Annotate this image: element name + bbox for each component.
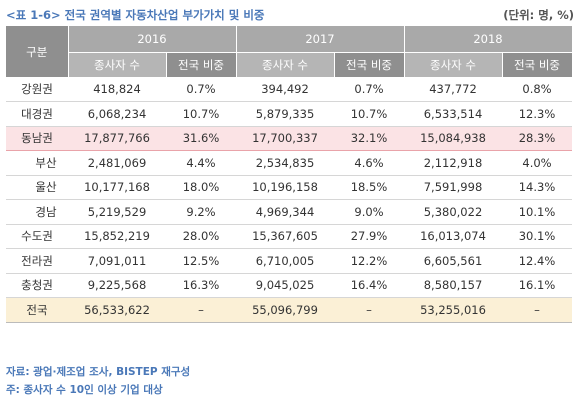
table-row: 충청권 9,225,568 16.3% 9,045,025 16.4% 8,58… [6,273,572,298]
cell-share-2016: 9.2% [166,199,236,225]
row-region: 동남권 [6,125,68,151]
cell-share-2018: 16.1% [502,273,572,298]
header-row-years: 구분 2016 2017 2018 [6,26,573,77]
table-title: <표 1-6> 전국 권역별 자동차산업 부가가치 및 비중 [6,8,265,22]
cell-count-2016: 7,091,011 [68,248,166,274]
cell-count-2018: 16,013,074 [404,224,502,249]
cell-share-2018: 12.4% [502,248,572,274]
cell-count-2017: 5,879,335 [236,101,334,127]
cell-count-2018: 7,591,998 [404,175,502,200]
row-region: 전라권 [6,248,68,274]
cell-count-2016: 15,852,219 [68,224,166,249]
year-header-2017: 2017 [236,26,405,53]
table-row-subregion: 울산 10,177,168 18.0% 10,196,158 18.5% 7,5… [6,175,572,200]
source-note: 자료: 광업·제조업 조사, BISTEP 재구성 [6,366,191,378]
cell-share-2017: 4.6% [334,150,404,176]
table-row-subregion: 경남 5,219,529 9.2% 4,969,344 9.0% 5,380,0… [6,199,572,225]
row-region: 강원권 [6,77,68,102]
cell-share-2018: 4.0% [502,150,572,176]
cell-share-2016: 0.7% [166,77,236,102]
row-region: 대경권 [6,101,68,127]
cell-share-2017: 0.7% [334,77,404,102]
cell-count-2016: 10,177,168 [68,175,166,200]
row-subregion: 울산 [6,175,68,200]
subheader-count: 종사자 수 [236,52,335,77]
cell-count-2017: 6,710,005 [236,248,334,274]
cell-count-2016: 418,824 [68,77,166,102]
cell-share-2016: 12.5% [166,248,236,274]
cell-count-2016: 17,877,766 [68,125,166,151]
table-row-total: 전국 56,533,622 – 55,096,799 – 53,255,016 … [6,297,572,323]
cell-share-2017: – [334,297,404,323]
cell-share-2016: 10.7% [166,101,236,127]
table-row: 수도권 15,852,219 28.0% 15,367,605 27.9% 16… [6,224,572,249]
cell-share-2018: 14.3% [502,175,572,200]
cell-share-2018: 10.1% [502,199,572,225]
cell-share-2018: 30.1% [502,224,572,249]
cell-count-2018: 53,255,016 [404,297,502,323]
cell-share-2016: 31.6% [166,125,236,151]
cell-count-2016: 2,481,069 [68,150,166,176]
cell-count-2016: 56,533,622 [68,297,166,323]
cell-share-2017: 18.5% [334,175,404,200]
cell-count-2018: 6,533,514 [404,101,502,127]
cell-count-2018: 15,084,938 [404,125,502,151]
data-table: 구분 2016 2017 2018 종사자 수 전국 비중 종사자 수 전국 비… [6,26,573,323]
row-region: 충청권 [6,273,68,298]
cell-share-2017: 9.0% [334,199,404,225]
cell-share-2017: 32.1% [334,125,404,151]
cell-share-2018: 12.3% [502,101,572,127]
cell-count-2017: 10,196,158 [236,175,334,200]
cell-count-2018: 8,580,157 [404,273,502,298]
cell-count-2017: 15,367,605 [236,224,334,249]
cell-share-2016: 16.3% [166,273,236,298]
cell-count-2018: 5,380,022 [404,199,502,225]
subheader-share: 전국 비중 [334,52,405,77]
table-unit: (단위: 명, %) [503,8,574,22]
cell-share-2018: – [502,297,572,323]
table-row: 강원권 418,824 0.7% 394,492 0.7% 437,772 0.… [6,77,572,102]
cell-share-2017: 27.9% [334,224,404,249]
year-header-2018: 2018 [404,26,573,53]
cell-count-2016: 6,068,234 [68,101,166,127]
cell-share-2016: 4.4% [166,150,236,176]
row-subregion: 부산 [6,150,68,176]
table-row: 전라권 7,091,011 12.5% 6,710,005 12.2% 6,60… [6,248,572,274]
cell-count-2017: 9,045,025 [236,273,334,298]
cell-share-2017: 16.4% [334,273,404,298]
cell-count-2017: 394,492 [236,77,334,102]
cell-count-2017: 55,096,799 [236,297,334,323]
row-subregion: 경남 [6,199,68,225]
table-caption: <표 1-6> 전국 권역별 자동차산업 부가가치 및 비중 (단위: 명, %… [6,5,574,23]
subheader-count: 종사자 수 [68,52,167,77]
corner-header: 구분 [6,26,69,77]
cell-count-2017: 17,700,337 [236,125,334,151]
cell-count-2017: 2,534,835 [236,150,334,176]
cell-share-2018: 28.3% [502,125,572,151]
cell-share-2016: – [166,297,236,323]
cell-count-2018: 437,772 [404,77,502,102]
subheader-share: 전국 비중 [166,52,237,77]
cell-share-2018: 0.8% [502,77,572,102]
cell-count-2017: 4,969,344 [236,199,334,225]
year-header-2016: 2016 [68,26,237,53]
cell-share-2016: 28.0% [166,224,236,249]
cell-count-2018: 6,605,561 [404,248,502,274]
cell-share-2017: 10.7% [334,101,404,127]
row-region: 전국 [6,297,68,323]
subheader-share: 전국 비중 [502,52,573,77]
cell-share-2016: 18.0% [166,175,236,200]
cell-count-2016: 5,219,529 [68,199,166,225]
cell-count-2018: 2,112,918 [404,150,502,176]
footnote: 주: 종사자 수 10인 이상 기업 대상 [6,384,163,396]
row-region: 수도권 [6,224,68,249]
table-row-highlight: 동남권 17,877,766 31.6% 17,700,337 32.1% 15… [6,125,572,151]
subheader-count: 종사자 수 [404,52,503,77]
cell-count-2016: 9,225,568 [68,273,166,298]
table-row-subregion: 부산 2,481,069 4.4% 2,534,835 4.6% 2,112,9… [6,150,572,176]
header-row-subheaders: 종사자 수 전국 비중 종사자 수 전국 비중 종사자 수 전국 비중 [6,52,573,77]
cell-share-2017: 12.2% [334,248,404,274]
table-row: 대경권 6,068,234 10.7% 5,879,335 10.7% 6,53… [6,101,572,127]
